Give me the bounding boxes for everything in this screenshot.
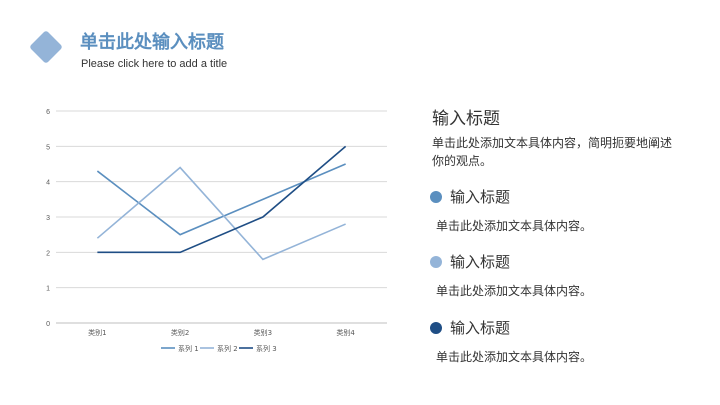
y-tick-label: 3 [46, 215, 50, 222]
bullet-dot-icon [430, 322, 442, 334]
x-tick-label: 类别4 [336, 328, 355, 337]
x-tick-label: 类别1 [88, 328, 106, 337]
page-subtitle[interactable]: Please click here to add a title [81, 58, 228, 70]
bullet-item-text[interactable]: 单击此处添加文本具体内容。 [436, 350, 593, 364]
y-tick-label: 2 [46, 250, 50, 257]
bullet-item-text[interactable]: 单击此处添加文本具体内容。 [436, 284, 593, 298]
chart-series-lines [96, 145, 347, 261]
series-line [96, 163, 346, 236]
y-tick-label: 5 [46, 144, 50, 151]
chart-legend: 系列 1 系列 2 系列 3 [161, 344, 277, 353]
legend-label: 系列 3 [256, 344, 277, 353]
bullet-item-label[interactable]: 输入标题 [450, 253, 511, 271]
legend-label: 系列 2 [217, 344, 238, 353]
bullet-item-label[interactable]: 输入标题 [450, 319, 511, 337]
x-tick-label: 类别3 [254, 328, 272, 337]
side-heading[interactable]: 输入标题 [432, 109, 500, 129]
series-line [97, 145, 347, 254]
x-axis-ticks: 类别1 类别2 类别3 类别4 [88, 328, 355, 337]
page-title[interactable]: 单击此处输入标题 [80, 32, 224, 53]
side-description[interactable]: 单击此处添加文本具体内容，简明扼要地阐述你的观点。 [432, 136, 673, 168]
line-chart: 0 1 2 3 4 5 6 类别1 类别2 类别3 类别4 系列 1 系列 2 系列 3 [46, 109, 387, 353]
bullet-dot-icon [430, 256, 442, 268]
bullet-item-text[interactable]: 单击此处添加文本具体内容。 [436, 219, 593, 233]
y-axis-ticks: 0 1 2 3 4 5 6 [46, 109, 50, 328]
x-tick-label: 类别2 [171, 328, 189, 337]
bullet-item-label[interactable]: 输入标题 [450, 188, 511, 206]
bullet-dot-icon [430, 191, 442, 203]
y-tick-label: 6 [46, 109, 50, 116]
y-tick-label: 0 [46, 321, 50, 328]
legend-label: 系列 1 [178, 344, 199, 353]
y-tick-label: 4 [46, 180, 50, 187]
series-line [96, 166, 346, 261]
y-tick-label: 1 [46, 286, 50, 293]
logo-diamond-icon [29, 30, 63, 64]
